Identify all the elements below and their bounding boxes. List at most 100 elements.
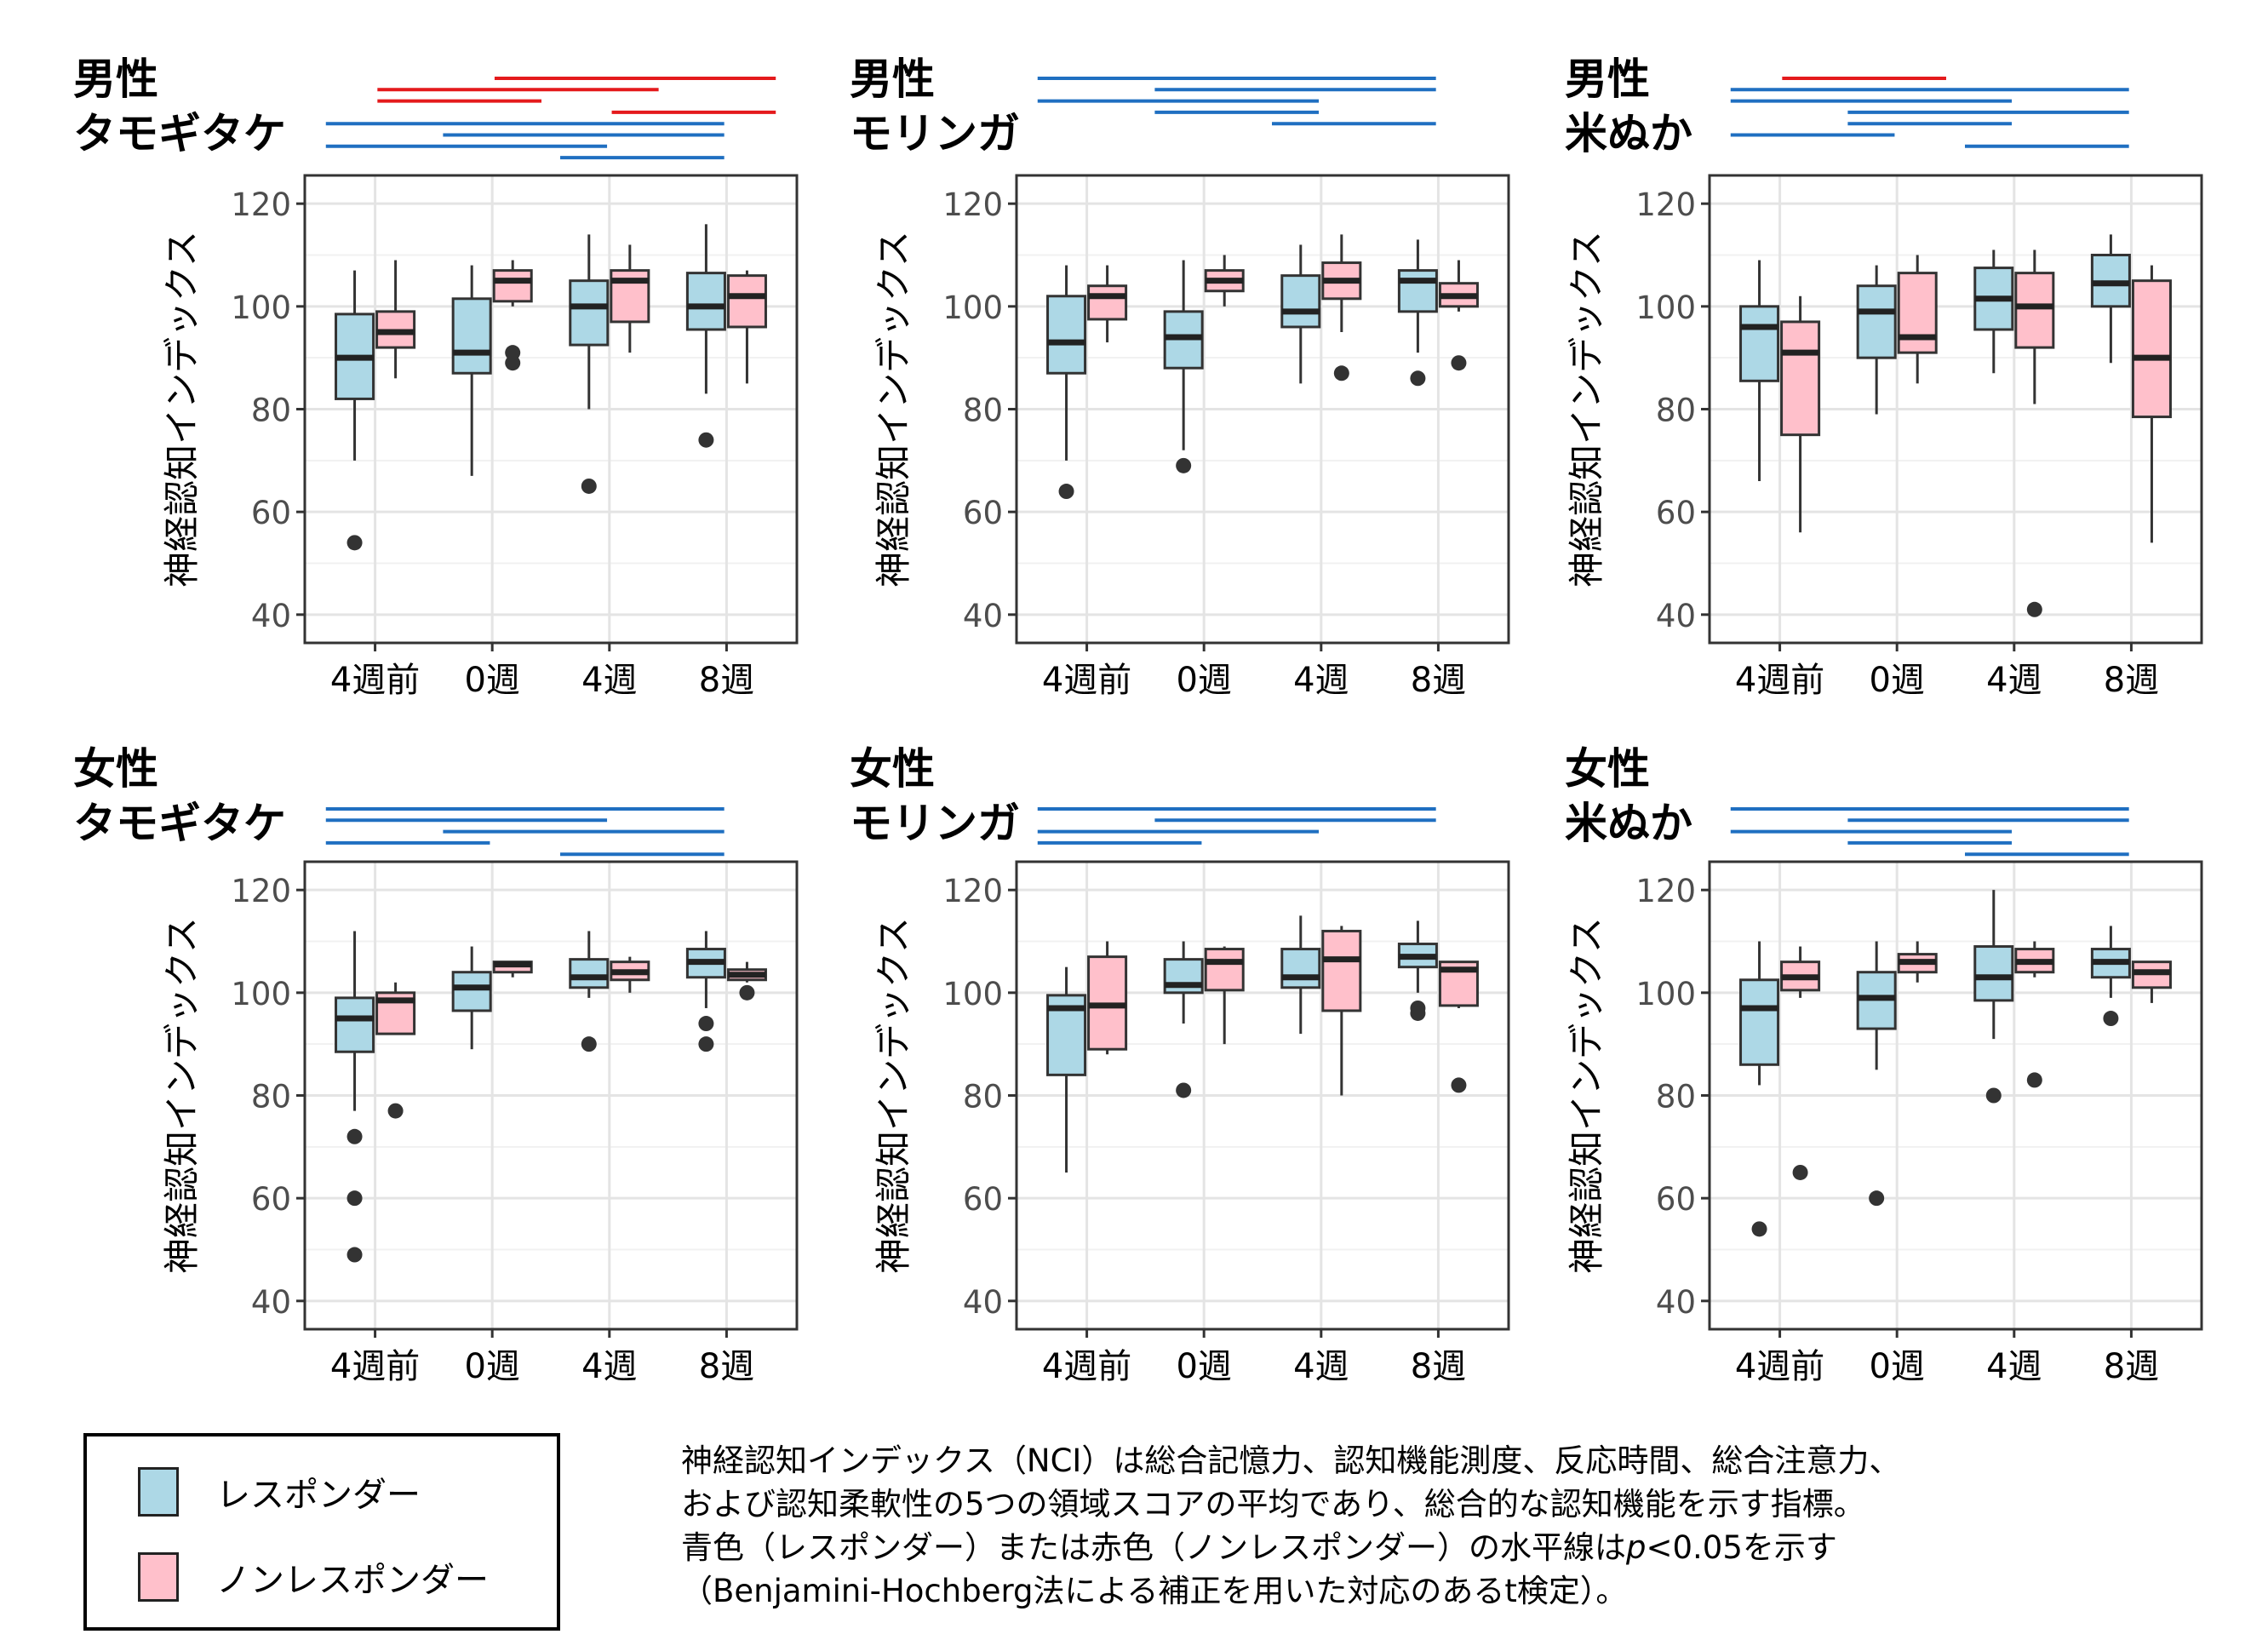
box-iqr xyxy=(1973,945,2014,1002)
box-responder-8週 xyxy=(1397,920,1438,1021)
y-tick-label: 80 xyxy=(963,393,1003,429)
panel-title-line-2: タモギタケ xyxy=(73,799,286,848)
note-line-3-a: 青色（レスポンダー）または赤色（ノンレスポンダー）の水平線は xyxy=(681,1529,1626,1566)
box-iqr xyxy=(1321,929,1362,1012)
box-nonresponder-8週 xyxy=(1438,260,1479,371)
y-tick-label: 40 xyxy=(1656,1284,1696,1321)
x-tick-label: 4週前 xyxy=(330,661,420,700)
outlier-point xyxy=(698,1016,714,1032)
box-nonresponder-8週 xyxy=(1438,960,1479,1093)
box-iqr xyxy=(2014,272,2055,349)
box-iqr xyxy=(1897,272,1938,354)
box-responder-0週 xyxy=(1163,941,1204,1098)
y-tick-label: 100 xyxy=(1635,290,1696,326)
box-iqr xyxy=(2131,279,2172,419)
box-responder-4週前 xyxy=(1739,941,1780,1237)
box-nonresponder-4週前 xyxy=(1087,941,1128,1055)
panel-title-line-1: 女性 xyxy=(1565,744,1650,794)
box-responder-4週前 xyxy=(1739,260,1780,481)
outlier-point xyxy=(1410,1005,1426,1021)
box-iqr xyxy=(1739,305,1780,382)
outlier-point xyxy=(1451,1077,1467,1093)
x-tick-label: 4週 xyxy=(1293,661,1349,700)
legend: レスポンダー ノンレスポンダー xyxy=(83,1433,560,1631)
y-axis-label: 神経認知インデックス xyxy=(873,231,914,588)
x-tick-label: 4週前 xyxy=(1042,661,1131,700)
x-tick-label: 4週前 xyxy=(1042,1347,1131,1386)
outlier-point xyxy=(1869,1190,1885,1207)
outlier-point xyxy=(1985,1087,2002,1104)
figure-note: 神経認知インデックス（NCI）は総合記憶力、認知機能測度、反応時間、総合注意力、… xyxy=(681,1439,2248,1613)
outlier-point xyxy=(698,1036,714,1052)
y-tick-label: 80 xyxy=(251,393,291,429)
x-tick-label: 4週前 xyxy=(330,1347,420,1386)
x-tick-label: 4週 xyxy=(581,1347,637,1386)
box-nonresponder-4週 xyxy=(1321,926,1362,1096)
outlier-point xyxy=(581,478,597,494)
box-nonresponder-4週前 xyxy=(1087,265,1128,343)
box-responder-4週 xyxy=(1973,249,2014,374)
box-nonresponder-4週前 xyxy=(375,982,416,1119)
y-tick-label: 40 xyxy=(963,1284,1003,1321)
outlier-point xyxy=(346,1190,363,1207)
legend-item-responder: レスポンダー xyxy=(138,1467,421,1517)
y-axis-label: 神経認知インデックス xyxy=(161,231,203,588)
x-tick-label: 8週 xyxy=(699,1347,754,1386)
x-tick-label: 4週 xyxy=(1293,1347,1349,1386)
panel-title-line-2: 米ぬか xyxy=(1565,109,1692,158)
x-tick-label: 0週 xyxy=(1176,661,1231,700)
box-responder-0週 xyxy=(451,946,492,1050)
box-nonresponder-0週 xyxy=(1204,946,1245,1045)
box-iqr xyxy=(1397,269,1438,313)
box-responder-4週前 xyxy=(1046,265,1087,500)
box-iqr xyxy=(1280,948,1321,989)
outlier-point xyxy=(2103,1011,2119,1027)
y-tick-label: 40 xyxy=(963,598,1003,634)
box-iqr xyxy=(1280,274,1321,329)
y-tick-label: 60 xyxy=(1656,1181,1696,1218)
x-tick-label: 4週前 xyxy=(1735,1347,1824,1386)
x-tick-label: 8週 xyxy=(2104,661,2159,700)
legend-label-responder: レスポンダー xyxy=(216,1476,421,1515)
box-iqr xyxy=(492,269,533,303)
box-iqr xyxy=(685,272,726,331)
note-line-4: （Benjamini-Hochberg法による補正を用いた対応のあるt検定）。 xyxy=(681,1573,1628,1609)
box-responder-4週 xyxy=(569,234,610,494)
outlier-point xyxy=(387,1103,404,1119)
panel-title-line-1: 男性 xyxy=(1565,54,1650,104)
box-responder-4週 xyxy=(569,931,610,1052)
box-nonresponder-0週 xyxy=(1204,255,1245,307)
box-nonresponder-4週 xyxy=(610,956,650,993)
box-iqr xyxy=(1204,948,1245,992)
y-tick-label: 60 xyxy=(251,495,291,531)
box-nonresponder-4週 xyxy=(1321,234,1362,381)
outlier-point xyxy=(2026,1072,2042,1088)
x-tick-label: 4週 xyxy=(581,661,637,700)
y-tick-label: 120 xyxy=(231,186,291,223)
note-line-2: および認知柔軟性の5つの領域スコアの平均であり、総合的な認知機能を示す指標。 xyxy=(681,1486,1865,1522)
x-tick-label: 0週 xyxy=(1176,1347,1231,1386)
outlier-point xyxy=(2026,601,2042,617)
x-tick-label: 4週 xyxy=(1986,1347,2042,1386)
outlier-point xyxy=(581,1036,597,1052)
y-tick-label: 60 xyxy=(963,495,1003,531)
box-responder-8週 xyxy=(2090,234,2131,364)
y-tick-label: 120 xyxy=(942,186,1003,223)
box-responder-4週前 xyxy=(335,931,375,1263)
y-axis-label: 神経認知インデックス xyxy=(1566,231,1607,588)
panel-title-line-1: 女性 xyxy=(73,744,158,794)
y-tick-label: 100 xyxy=(1635,976,1696,1012)
box-nonresponder-0週 xyxy=(1897,255,1938,384)
outlier-point xyxy=(1333,365,1349,381)
y-tick-label: 80 xyxy=(251,1079,291,1115)
box-responder-8週 xyxy=(1397,239,1438,387)
panel-title-line-1: 男性 xyxy=(850,54,935,104)
y-tick-label: 80 xyxy=(1656,393,1696,429)
